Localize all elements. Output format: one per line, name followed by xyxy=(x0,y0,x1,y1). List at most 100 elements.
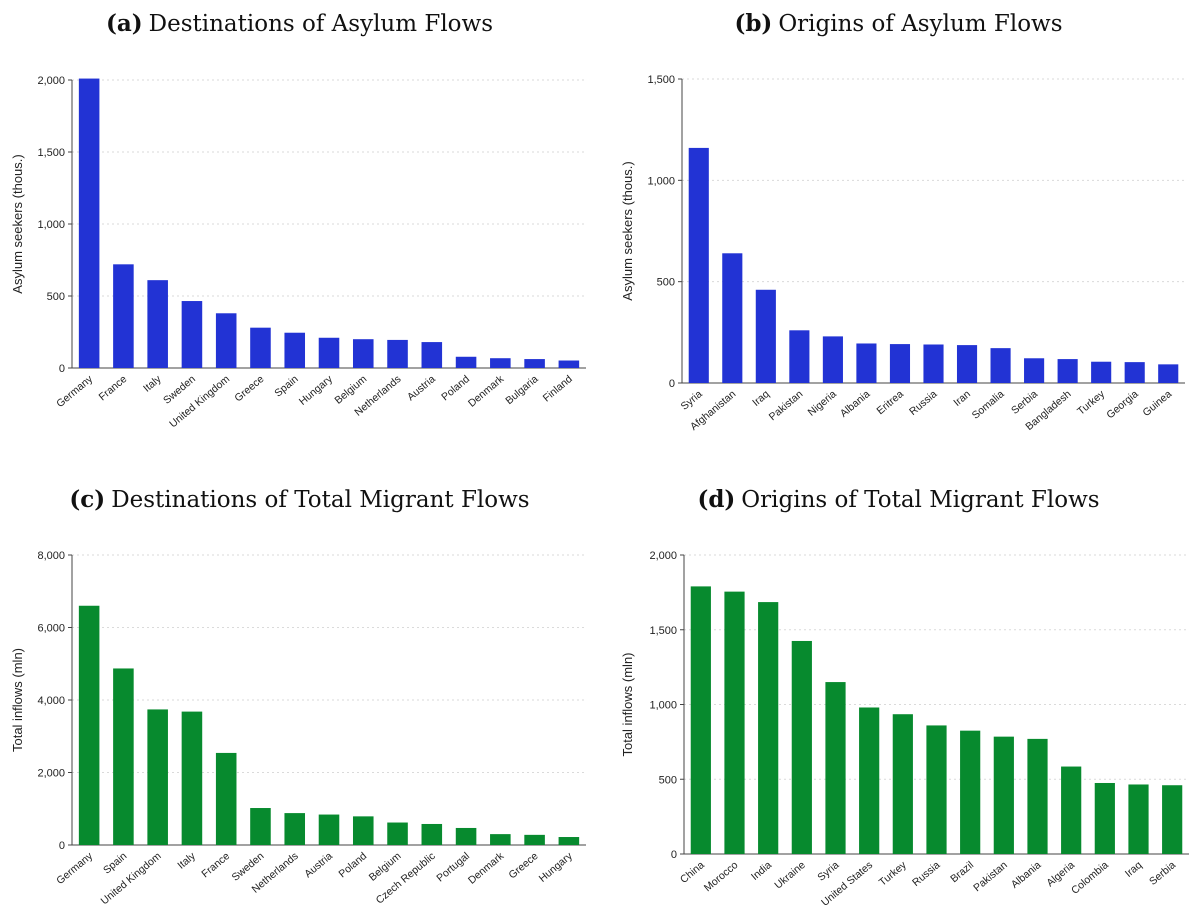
bar xyxy=(926,725,947,854)
bar-chart: 0 2,000 4,000 6,000 8,000 Total inflows (mln)… xyxy=(10,550,586,907)
chart-title: (a) Destinations of Asylum Flows xyxy=(0,10,599,37)
chart-title: (c) Destinations of Total Migrant Flows xyxy=(0,486,599,513)
x-tick-label: Pakistan xyxy=(767,388,806,423)
bar xyxy=(215,752,237,845)
bar xyxy=(318,337,340,368)
bar xyxy=(181,301,203,368)
bar-chart: 0 500 1,000 1,500 2,000 Asylum seekers (thous… xyxy=(10,75,586,430)
x-tick-label: Hungary xyxy=(537,850,576,885)
x-tick-label: United Kingdom xyxy=(99,850,164,907)
y-tick-label: 500 xyxy=(657,277,675,289)
x-tick-label: Syria xyxy=(815,859,841,884)
x-tick-label: Syria xyxy=(679,388,705,413)
x-tick-label: China xyxy=(678,859,707,886)
x-tick-label: Finland xyxy=(541,373,575,404)
x-tick-label: Guinea xyxy=(1141,388,1175,419)
bar xyxy=(791,640,812,854)
bar xyxy=(558,360,580,368)
x-tick-label: Germany xyxy=(54,850,95,887)
bar xyxy=(250,808,271,845)
x-tick-label: Iraq xyxy=(1123,859,1145,880)
title-text: Origins of Total Migrant Flows xyxy=(741,487,1100,513)
x-tick-label: Greece xyxy=(232,373,266,404)
x-tick-label: Spain xyxy=(101,850,129,877)
bar xyxy=(993,736,1014,854)
bar xyxy=(1094,782,1115,854)
y-axis-title: Total inflows (mln) xyxy=(10,648,25,752)
bar xyxy=(387,339,408,368)
x-tick-label: France xyxy=(199,850,232,880)
bar xyxy=(113,264,134,368)
bar xyxy=(690,586,711,854)
bar-chart: 0 500 1,000 1,500 2,000 Total inflows (mln) Ch… xyxy=(620,550,1189,909)
x-tick-label: Turkey xyxy=(1075,388,1108,418)
panel-tag: (c) xyxy=(69,486,106,513)
bar xyxy=(956,345,978,383)
y-axis-title: Total inflows (mln) xyxy=(620,652,635,756)
y-tick-label: 2,000 xyxy=(37,768,65,780)
y-tick-label: 2,000 xyxy=(37,75,65,87)
panel-tag: (a) xyxy=(105,10,143,37)
bar xyxy=(78,78,100,368)
bar xyxy=(215,313,237,368)
bar xyxy=(147,709,168,845)
y-tick-label: 0 xyxy=(59,363,65,375)
x-tick-label: Brazil xyxy=(948,859,976,885)
x-tick-label: Nigeria xyxy=(806,388,839,419)
chart-panel-a: (a) Destinations of Asylum Flows 0 500 1,00… xyxy=(0,0,599,456)
y-tick-label: 6,000 xyxy=(37,623,65,635)
bar xyxy=(1061,766,1082,854)
bar xyxy=(78,605,100,845)
y-tick-label: 1,500 xyxy=(647,74,675,86)
bar xyxy=(789,330,810,383)
bar xyxy=(181,711,203,845)
x-tick-label: Eritrea xyxy=(874,388,906,417)
x-tick-label: Albania xyxy=(838,388,873,420)
chart-panel-c: (c) Destinations of Total Migrant Flows 0… xyxy=(0,456,599,913)
panel-tag: (d) xyxy=(697,486,736,513)
bar xyxy=(859,707,880,854)
bar xyxy=(318,814,340,845)
x-tick-label: Somalia xyxy=(970,388,1007,422)
bar xyxy=(352,339,374,368)
bar xyxy=(923,344,944,383)
bar xyxy=(455,827,477,845)
x-tick-label: Morocco xyxy=(702,859,741,894)
bar xyxy=(113,668,134,845)
title-text: Origins of Asylum Flows xyxy=(778,11,1063,37)
x-tick-label: France xyxy=(97,373,130,403)
bar xyxy=(387,822,408,845)
bar xyxy=(490,834,511,845)
x-tick-label: Russia xyxy=(907,388,939,418)
y-tick-label: 1,500 xyxy=(37,147,65,159)
title-text: Destinations of Total Migrant Flows xyxy=(111,487,530,513)
x-tick-label: Ukraine xyxy=(772,859,808,892)
bar xyxy=(250,327,271,368)
bar xyxy=(1162,785,1183,854)
title-text: Destinations of Asylum Flows xyxy=(148,11,494,37)
x-tick-label: Iraq xyxy=(750,388,772,409)
bar xyxy=(722,253,743,383)
bar xyxy=(825,682,846,854)
chart-title: (b) Origins of Asylum Flows xyxy=(599,10,1198,37)
bar-chart: 0 500 1,000 1,500 Asylum seekers (thous.) Syr… xyxy=(620,74,1185,433)
bar xyxy=(1024,358,1045,383)
bar xyxy=(147,280,168,368)
x-tick-label: Albania xyxy=(1009,859,1044,891)
bar xyxy=(856,343,877,383)
x-tick-label: Georgia xyxy=(1104,388,1140,421)
bar xyxy=(889,344,911,383)
y-tick-label: 1,000 xyxy=(647,175,675,187)
y-tick-label: 4,000 xyxy=(37,695,65,707)
bar xyxy=(822,336,843,383)
y-axis-title: Asylum seekers (thous.) xyxy=(620,161,635,300)
bar xyxy=(490,358,511,368)
x-tick-label: Greece xyxy=(506,850,540,881)
bar xyxy=(352,816,374,845)
y-tick-label: 0 xyxy=(59,840,65,852)
x-tick-label: India xyxy=(749,859,774,883)
x-tick-label: Poland xyxy=(336,850,369,880)
y-tick-label: 0 xyxy=(669,378,675,390)
x-tick-label: Pakistan xyxy=(971,859,1010,894)
x-tick-label: Germany xyxy=(54,373,95,410)
